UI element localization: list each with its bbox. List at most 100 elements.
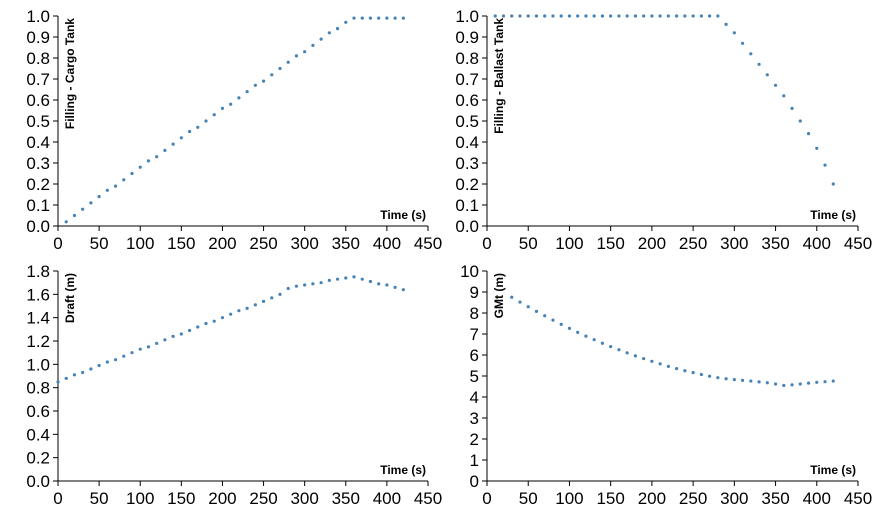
data-point (319, 281, 323, 285)
data-point (237, 96, 241, 100)
y-tick-label: 5 (470, 367, 479, 386)
data-point (97, 195, 101, 199)
data-point (831, 379, 835, 383)
y-tick-label: 8 (470, 304, 479, 323)
y-tick-label: 1 (470, 451, 479, 470)
x-tick-label: 0 (53, 489, 62, 508)
y-axis-label: GMt (m) (492, 273, 506, 318)
data-point (543, 14, 547, 18)
x-tick-label: 50 (519, 234, 538, 253)
data-point (658, 362, 662, 366)
data-point (534, 14, 539, 18)
data-point (518, 300, 522, 304)
data-point (773, 83, 778, 87)
x-tick-label: 50 (90, 489, 109, 508)
y-tick-label: 2 (470, 430, 479, 449)
data-point (543, 314, 547, 318)
data-point (335, 27, 340, 31)
data-point (534, 309, 539, 313)
data-point (724, 377, 728, 381)
data-point (642, 14, 646, 18)
data-point (385, 16, 389, 20)
data-point (253, 83, 257, 87)
data-point (625, 14, 629, 18)
data-point (650, 14, 654, 18)
data-point (130, 351, 134, 355)
data-point (790, 106, 794, 110)
data-point (294, 54, 299, 58)
x-tick-label: 450 (844, 489, 872, 508)
x-tick-label: 450 (414, 489, 442, 508)
x-tick-label: 400 (373, 489, 401, 508)
y-tick-label: 0.2 (455, 175, 479, 194)
y-tick-label: 0.8 (455, 49, 479, 68)
data-point (675, 14, 679, 18)
y-axis-label: Draft (m) (63, 273, 77, 323)
y-tick-label: 0.9 (455, 28, 479, 47)
data-point (567, 14, 572, 18)
x-tick-label: 300 (720, 489, 748, 508)
data-point (401, 288, 405, 292)
y-tick-label: 0.8 (26, 379, 50, 398)
data-point (666, 364, 670, 368)
data-point (675, 367, 679, 371)
data-point (212, 113, 216, 117)
data-point (245, 90, 249, 94)
x-tick-label: 150 (596, 489, 624, 508)
data-point (666, 14, 670, 18)
data-point (286, 286, 290, 291)
data-point (229, 102, 233, 106)
data-point (765, 381, 769, 385)
y-tick-label: 0.4 (455, 133, 479, 152)
y-tick-label: 0.2 (26, 449, 50, 468)
y-tick-label: 0.7 (26, 70, 50, 89)
data-point (782, 94, 786, 98)
data-point (278, 292, 282, 296)
data-point (113, 184, 118, 188)
data-point (89, 201, 93, 205)
y-tick-label: 1.0 (455, 7, 479, 26)
x-tick-label: 200 (208, 489, 236, 508)
data-point (261, 79, 266, 83)
data-point (155, 341, 159, 345)
y-tick-label: 0.0 (26, 472, 50, 491)
data-point (204, 119, 208, 123)
x-tick-label: 200 (638, 234, 666, 253)
data-point (311, 282, 315, 286)
x-tick-label: 250 (249, 489, 277, 508)
data-point (377, 282, 381, 286)
data-point (155, 155, 159, 159)
x-tick-label: 150 (596, 234, 624, 253)
data-point (294, 284, 299, 288)
x-tick-label: 350 (332, 234, 360, 253)
data-point (303, 50, 307, 54)
data-point (658, 14, 662, 18)
data-point (179, 332, 183, 336)
data-point (64, 376, 68, 380)
data-point (171, 142, 175, 146)
data-point (212, 319, 216, 323)
x-tick-label: 250 (679, 489, 707, 508)
data-point (732, 377, 736, 382)
data-point (518, 14, 522, 18)
x-tick-label: 450 (844, 234, 872, 253)
data-point (567, 326, 572, 330)
data-point (81, 207, 85, 211)
data-point (633, 354, 638, 358)
y-tick-label: 1.6 (26, 285, 50, 304)
x-tick-label: 100 (555, 489, 583, 508)
data-point (163, 148, 167, 152)
data-point (551, 14, 555, 18)
x-tick-label: 0 (482, 489, 491, 508)
y-tick-label: 0.9 (26, 28, 50, 47)
y-tick-label: 0.6 (455, 91, 479, 110)
data-point (401, 16, 405, 20)
data-point (360, 16, 364, 20)
data-point (196, 125, 200, 129)
data-point (179, 136, 183, 140)
data-point (237, 309, 241, 313)
data-point (683, 369, 687, 373)
x-axis-label: Time (s) (810, 208, 856, 222)
data-point (773, 382, 778, 386)
y-axis-label: Filling - Ballast Tank (492, 18, 506, 134)
